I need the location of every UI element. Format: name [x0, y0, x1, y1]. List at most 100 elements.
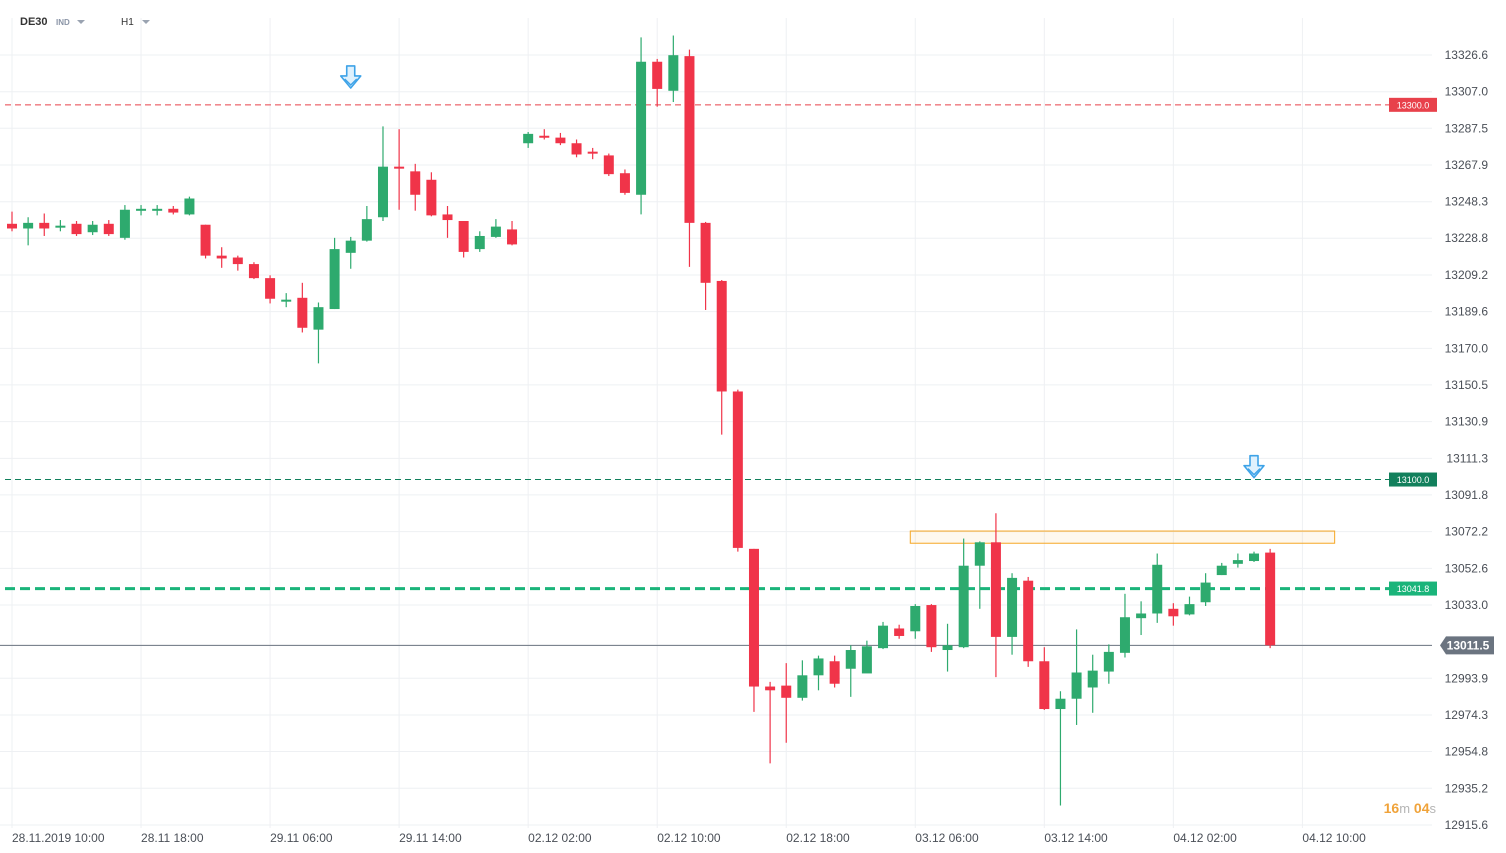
candle-body: [1087, 670, 1098, 688]
time-tick-label: 29.11 06:00: [270, 831, 333, 845]
price-tick-label: 12974.3: [1445, 708, 1489, 722]
candle-body: [1007, 577, 1018, 637]
price-tick-label: 13209.2: [1445, 268, 1489, 282]
time-axis: 28.11.2019 10:00 28.11 18:00 29.11 06:00 29…: [12, 831, 1366, 845]
price-tick-label: 13228.8: [1445, 231, 1489, 245]
price-level-label: 13100.0: [1397, 475, 1430, 485]
time-tick-label: 02.12 02:00: [528, 831, 592, 845]
candle-body: [442, 214, 453, 221]
candle-body: [136, 208, 147, 211]
candle-body: [942, 645, 953, 651]
candle-body: [1055, 698, 1066, 710]
current-price-tag: [1440, 636, 1494, 655]
candle-body: [232, 257, 243, 265]
candle-body: [652, 61, 663, 89]
candle-body: [894, 628, 905, 636]
candle-body: [168, 208, 179, 213]
price-tick-label: 13248.3: [1445, 195, 1489, 209]
candle-body: [7, 223, 17, 229]
time-tick-label: 29.11 14:00: [399, 831, 462, 845]
candle-body: [587, 151, 598, 154]
price-level-label: 13300.0: [1397, 100, 1430, 110]
candles: [7, 35, 1276, 806]
candle-body: [55, 225, 66, 228]
time-tick-label: 28.11.2019 10:00: [12, 831, 105, 845]
candle-body: [974, 542, 985, 566]
price-level-tag: [1389, 472, 1437, 487]
candle-body: [1039, 661, 1050, 710]
down-arrow-icon: [339, 65, 362, 89]
candle-body: [410, 171, 421, 195]
price-tick-label: 12993.9: [1445, 671, 1489, 685]
price-tick-label: 13091.8: [1445, 488, 1489, 502]
countdown-minutes-unit: m: [1399, 801, 1411, 816]
instrument-type-label: IND: [56, 18, 70, 27]
price-tick-label: 13326.6: [1445, 48, 1489, 62]
time-tick-label: 04.12 10:00: [1302, 831, 1366, 845]
arrow-shape: [339, 65, 362, 89]
candle-body: [200, 224, 211, 256]
candle-body: [474, 235, 485, 250]
candle-body: [490, 226, 501, 237]
timeframe-selector[interactable]: H1: [121, 17, 134, 28]
countdown-minutes: 16: [1383, 800, 1400, 816]
time-tick-label: 03.12 06:00: [915, 831, 979, 845]
candle-body: [1119, 617, 1130, 653]
candle-body: [523, 133, 534, 144]
candle-body: [1136, 613, 1147, 619]
candle-body: [539, 135, 550, 138]
candle-body: [571, 143, 582, 155]
price-tick-label: 13307.0: [1445, 85, 1489, 99]
symbol-dropdown-chevron-icon[interactable]: [77, 20, 85, 24]
zone-layer: [909, 530, 1336, 544]
candle-body: [119, 209, 130, 238]
candle-body: [394, 166, 405, 169]
candle-body: [377, 166, 388, 218]
candle-body: [1071, 672, 1082, 699]
price-level-tag: [1389, 97, 1437, 112]
countdown-seconds-unit: s: [1429, 801, 1437, 816]
candle-body: [297, 297, 308, 328]
candle-body: [555, 137, 566, 144]
candle-body: [781, 685, 792, 698]
candle-body: [619, 173, 630, 193]
countdown-seconds: 04: [1413, 800, 1430, 816]
candle-body: [1103, 651, 1114, 672]
price-tick-label: 13170.0: [1445, 341, 1489, 355]
candle-body: [1023, 580, 1034, 662]
time-tick-label: 02.12 18:00: [786, 831, 850, 845]
price-tick-label: 12915.6: [1445, 818, 1489, 832]
candle-body: [458, 220, 469, 252]
candle-body: [990, 542, 1001, 637]
candle-body: [732, 391, 743, 548]
candle-countdown: 16m 04s: [1384, 800, 1436, 816]
symbol-label[interactable]: DE30: [20, 16, 48, 28]
candle-body: [668, 55, 679, 91]
price-axis: 13326.6 13307.0 13287.5 13267.9 13248.3 13228…: [1389, 48, 1494, 832]
candle-body: [345, 240, 356, 253]
price-tick-label: 12954.8: [1445, 745, 1489, 759]
price-tick-label: 13287.5: [1445, 121, 1489, 135]
candle-body: [797, 675, 808, 698]
candle-body: [765, 686, 776, 691]
candle-body: [103, 223, 114, 235]
down-arrow-icon: [1243, 454, 1265, 479]
candle-body: [281, 299, 292, 302]
candle-body: [1184, 604, 1195, 615]
candle-body: [603, 155, 614, 175]
candle-body: [313, 307, 324, 330]
candle-body: [507, 229, 518, 245]
candle-body: [265, 278, 276, 299]
candle-body: [152, 208, 163, 211]
candle-body: [216, 255, 227, 259]
current-price-label: 13011.5: [1447, 638, 1490, 652]
price-tick-label: 13052.6: [1445, 561, 1489, 575]
signal-arrows: [339, 65, 1265, 479]
price-tick-label: 13111.3: [1446, 451, 1488, 465]
candle-body: [248, 264, 259, 279]
candle-body: [23, 222, 34, 229]
candle-body: [71, 223, 82, 235]
candle-body: [636, 61, 647, 195]
timeframe-dropdown-chevron-icon[interactable]: [142, 20, 150, 24]
